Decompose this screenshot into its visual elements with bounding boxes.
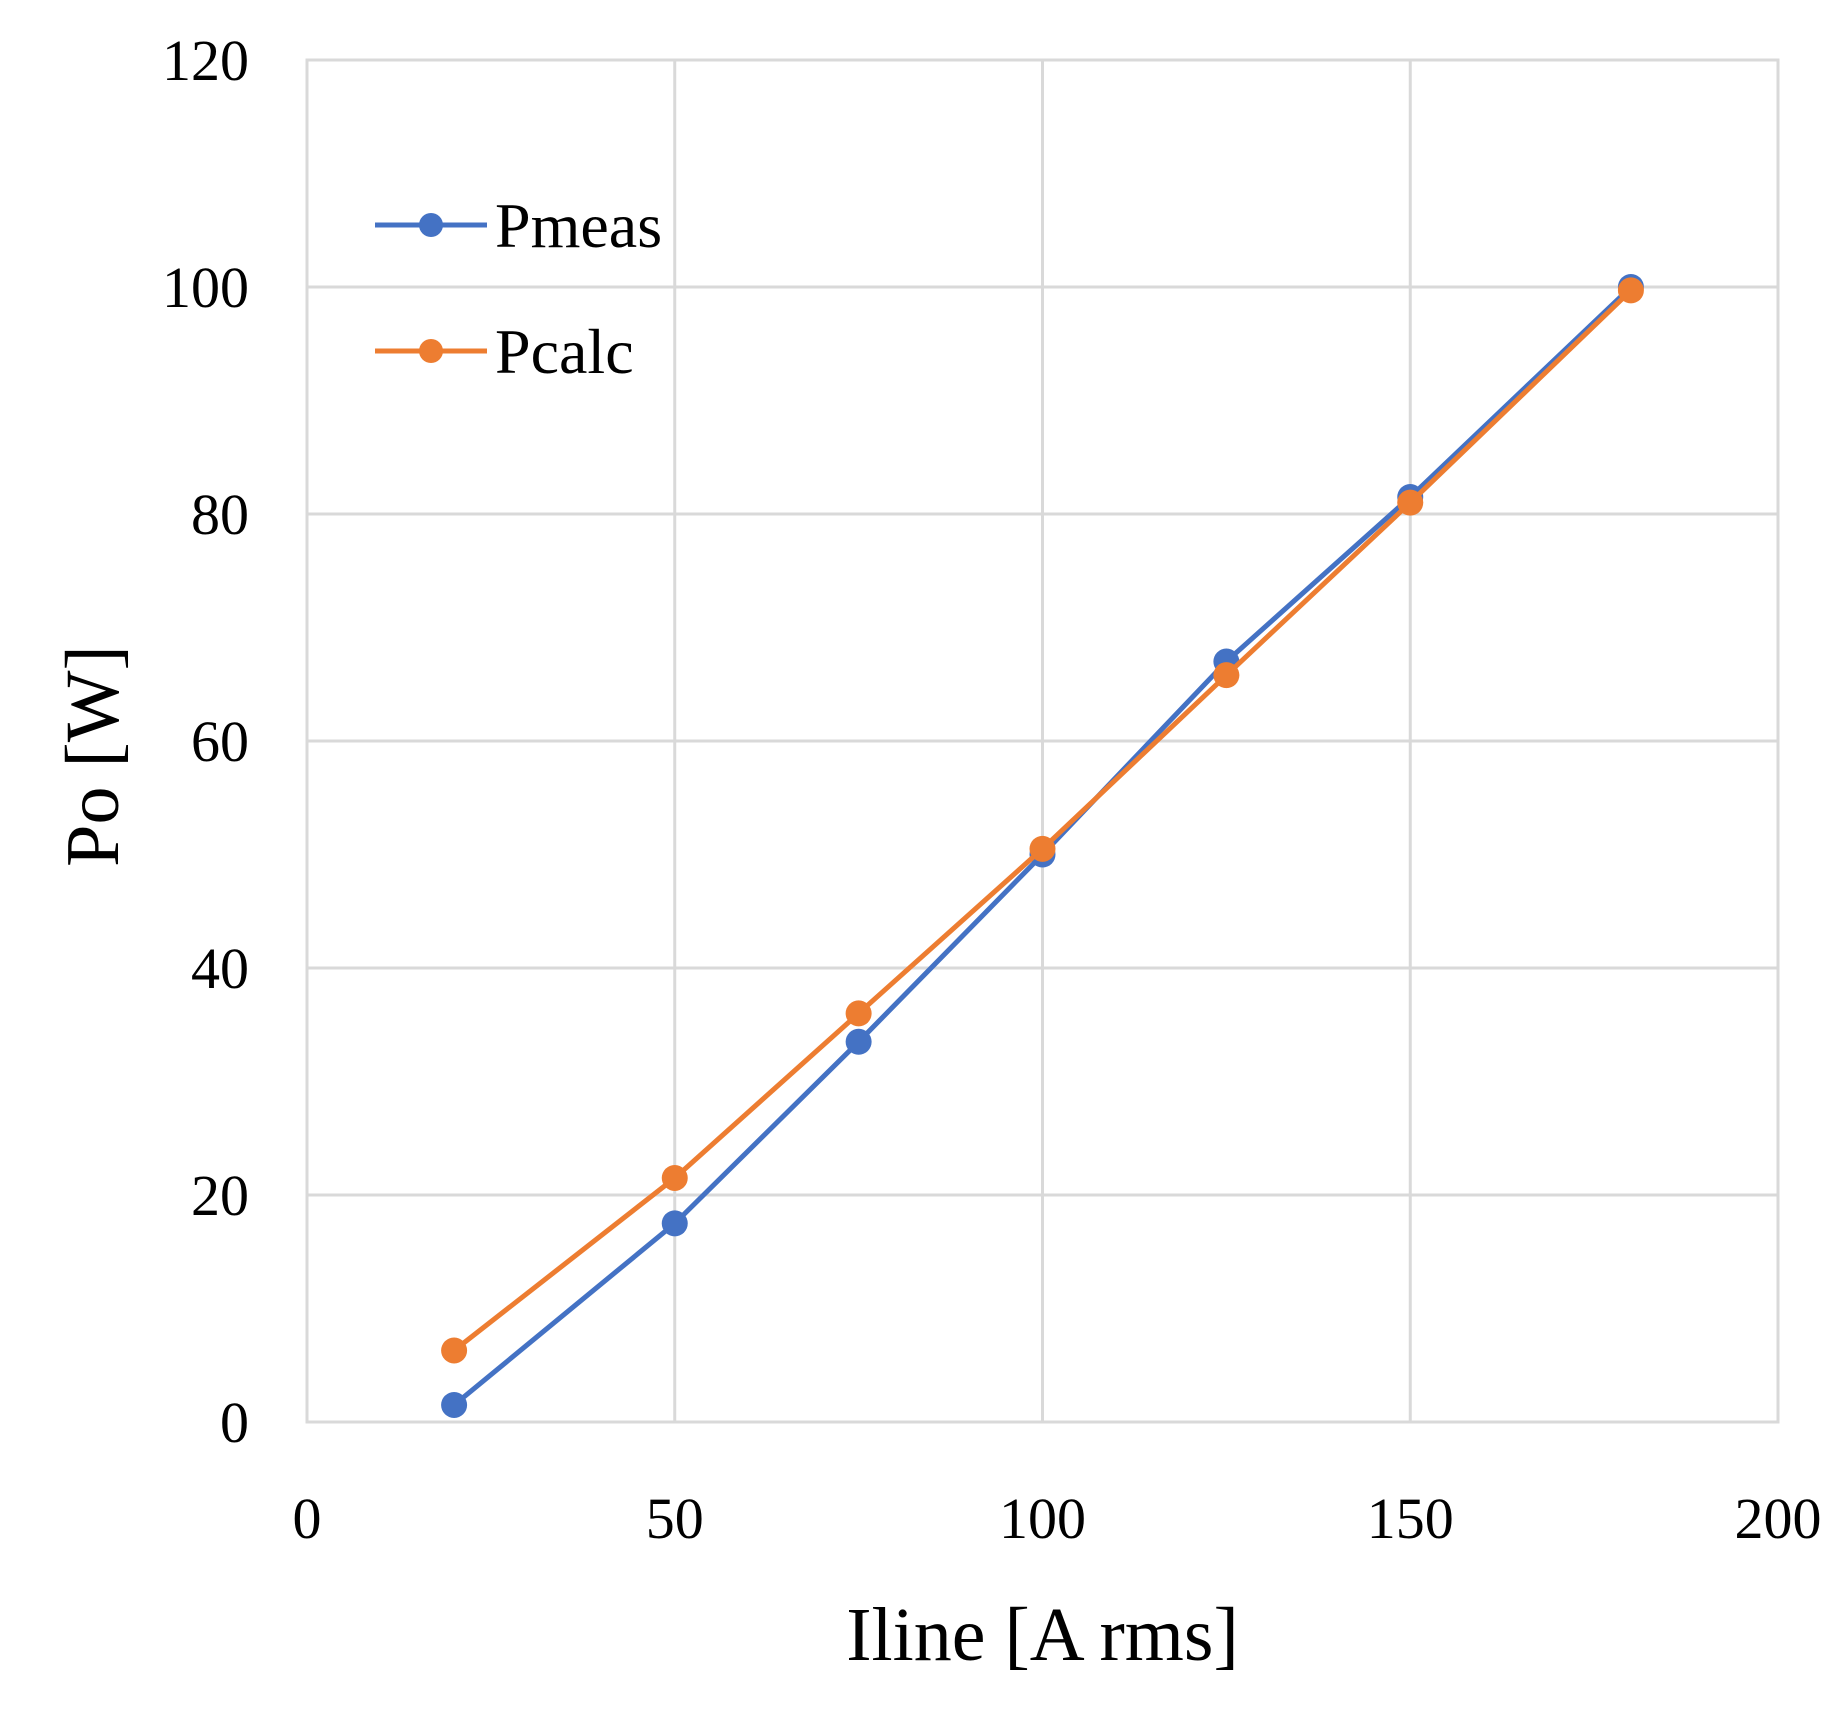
data-point-pcalc [661, 1164, 688, 1191]
data-point-pmeas [441, 1391, 468, 1418]
data-point-pcalc [1617, 277, 1644, 304]
data-point-pcalc [1397, 489, 1424, 516]
tick-labels: 0 20 40 60 80 100 120 0 50 100 150 200 [162, 28, 1822, 1551]
y-tick-label: 40 [191, 936, 249, 1001]
x-axis-title: Iline [A rms] [846, 1593, 1239, 1677]
series-pcalc [441, 277, 1644, 1364]
y-tick-label: 20 [191, 1163, 249, 1228]
legend-label: Pmeas [495, 190, 662, 261]
series [441, 274, 1644, 1418]
legend: Pmeas Pcalc [375, 190, 662, 387]
legend-label: Pcalc [495, 316, 634, 387]
y-tick-label: 60 [191, 709, 249, 774]
x-tick-label: 50 [646, 1486, 704, 1551]
y-tick-label: 100 [162, 255, 249, 320]
legend-item-pmeas: Pmeas [375, 190, 662, 261]
grid [305, 58, 1780, 1424]
legend-swatch-marker [419, 339, 443, 363]
data-point-pcalc [845, 1000, 872, 1027]
legend-swatch-marker [419, 213, 443, 237]
x-tick-label: 0 [293, 1486, 322, 1551]
y-tick-label: 80 [191, 482, 249, 547]
data-point-pcalc [1029, 835, 1056, 862]
data-point-pmeas [845, 1028, 872, 1055]
plot-area-border [305, 58, 1780, 1424]
y-axis-title: Po [W] [51, 645, 135, 867]
data-point-pcalc [1213, 662, 1240, 689]
x-tick-label: 200 [1735, 1486, 1822, 1551]
data-point-pcalc [441, 1337, 468, 1364]
legend-item-pcalc: Pcalc [375, 316, 634, 387]
y-tick-label: 120 [162, 28, 249, 93]
x-tick-label: 100 [999, 1486, 1086, 1551]
x-tick-label: 150 [1367, 1486, 1454, 1551]
data-point-pmeas [661, 1210, 688, 1237]
y-tick-label: 0 [220, 1390, 249, 1455]
